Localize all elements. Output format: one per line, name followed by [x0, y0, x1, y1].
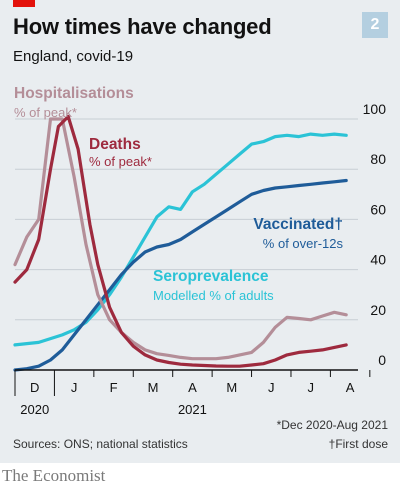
seroprevalence-series-unit: Modelled % of adults [153, 288, 274, 303]
brand-footer: The Economist [0, 463, 400, 488]
deaths-series-unit: % of peak* [89, 154, 152, 169]
x-month-label-5: M [226, 380, 237, 395]
brand-name: The Economist [2, 466, 106, 485]
chart-number-badge: 2 [362, 12, 388, 38]
x-axis: D J F M A M J J A 2020 2021 [14, 369, 371, 417]
x-month-label-6: J [268, 380, 275, 395]
x-year-label-2020: 2020 [20, 402, 49, 417]
gridlines [15, 118, 358, 321]
line-chart: 0 20 40 60 80 100 D J F M A M J J A 2020 2021 Hospitali… [13, 85, 387, 417]
x-month-label-7: J [307, 380, 314, 395]
series-lines [13, 114, 348, 372]
x-month-label-8: A [346, 380, 355, 395]
y-tick-label-100: 100 [363, 101, 387, 117]
chart-title: How times have changed [13, 14, 272, 39]
first-dose-footnote: †First dose [328, 437, 388, 451]
x-month-label-1: J [71, 380, 78, 395]
vaccinated-series-unit: % of over-12s [263, 236, 344, 251]
x-month-label-4: A [188, 380, 197, 395]
brand-red-tag [13, 0, 35, 7]
x-month-label-2: F [110, 380, 118, 395]
x-year-label-2021: 2021 [178, 402, 207, 417]
hospitalisations-series-unit: % of peak* [14, 105, 77, 120]
hospitalisations-series-label: Hospitalisations [14, 85, 134, 102]
vaccinated-series-label: Vaccinated† [253, 216, 343, 233]
seroprevalence-series-label: Seroprevalence [153, 268, 269, 285]
series-line-seroprevalence [13, 132, 348, 347]
x-month-label-3: M [148, 380, 159, 395]
series-line-hospitalisations [13, 117, 348, 361]
y-tick-label-20: 20 [370, 302, 386, 318]
series-line-vaccinated [13, 178, 348, 372]
series-line-deaths [13, 114, 348, 368]
y-tick-label-80: 80 [370, 151, 386, 167]
deaths-series-label: Deaths [89, 136, 141, 153]
date-range-footnote: *Dec 2020-Aug 2021 [276, 418, 388, 432]
y-tick-label-40: 40 [370, 252, 386, 268]
y-tick-label-0: 0 [378, 352, 386, 368]
x-month-label-0: D [30, 380, 39, 395]
chart-subtitle: England, covid-19 [13, 48, 134, 65]
y-tick-label-60: 60 [370, 201, 386, 217]
sources-note: Sources: ONS; national statistics [13, 437, 188, 451]
y-axis-tick-labels: 0 20 40 60 80 100 [363, 101, 387, 368]
